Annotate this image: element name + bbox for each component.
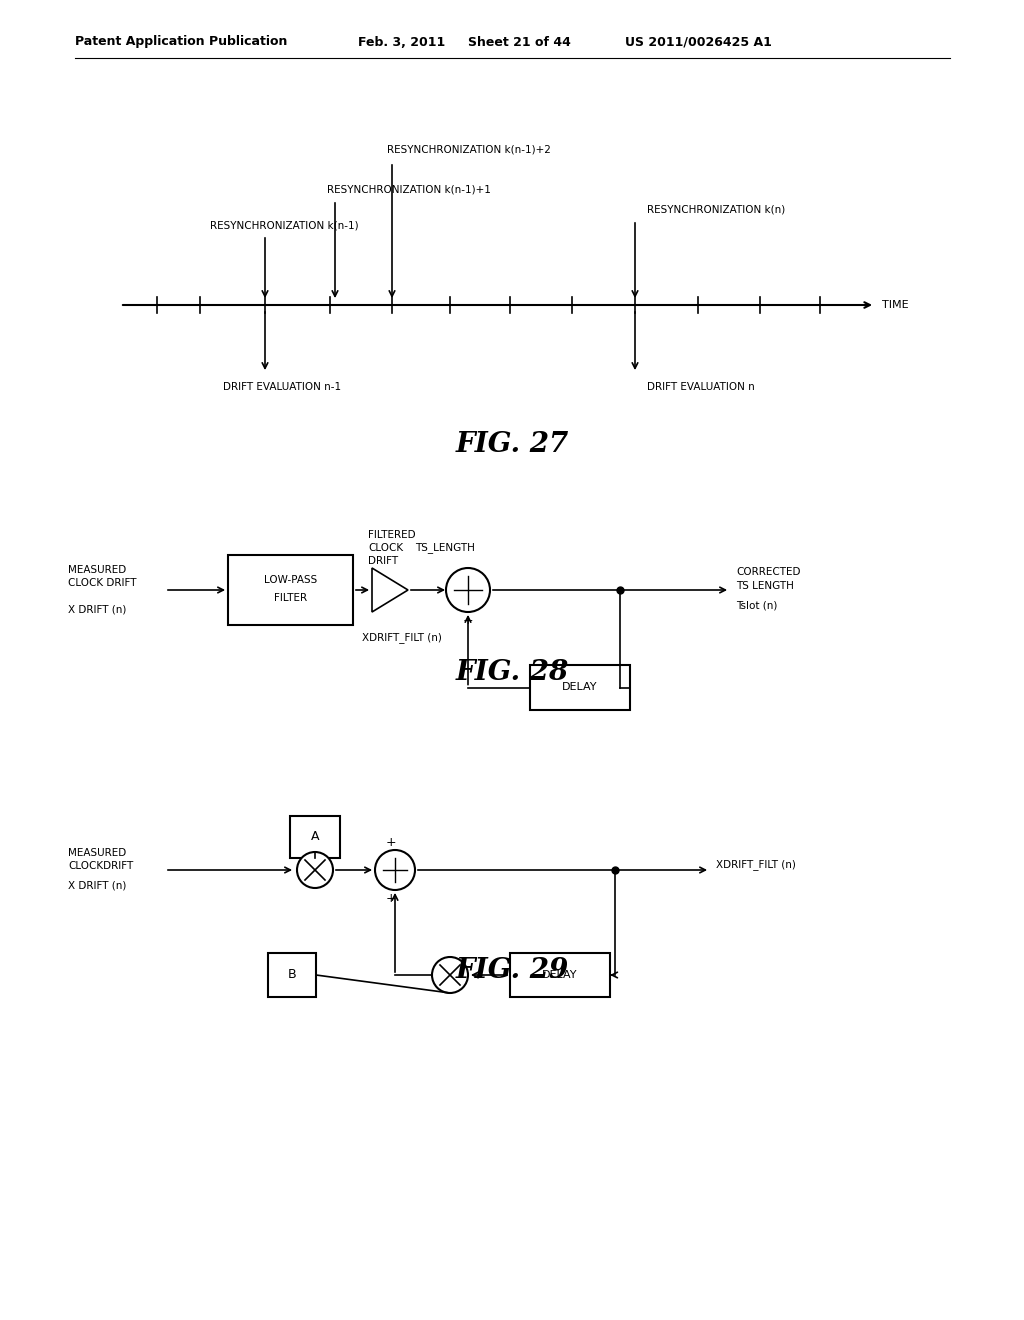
Text: DRIFT: DRIFT — [368, 556, 398, 566]
Text: X DRIFT (n): X DRIFT (n) — [68, 880, 126, 890]
Bar — [228, 554, 353, 624]
Text: DRIFT EVALUATION n-1: DRIFT EVALUATION n-1 — [223, 381, 341, 392]
Text: FIG. 28: FIG. 28 — [456, 659, 568, 685]
Text: B: B — [288, 969, 296, 982]
Circle shape — [432, 957, 468, 993]
Circle shape — [446, 568, 490, 612]
Text: RESYNCHRONIZATION k(n-1)+1: RESYNCHRONIZATION k(n-1)+1 — [327, 183, 490, 194]
Text: DELAY: DELAY — [543, 970, 578, 979]
Text: MEASURED: MEASURED — [68, 565, 126, 576]
Text: +: + — [463, 614, 474, 627]
Text: LOW-PASS: LOW-PASS — [264, 576, 317, 585]
Text: FIG. 29: FIG. 29 — [456, 957, 568, 983]
Text: Feb. 3, 2011: Feb. 3, 2011 — [358, 36, 445, 49]
Text: +: + — [386, 836, 396, 849]
Bar — [510, 953, 610, 997]
Text: Patent Application Publication: Patent Application Publication — [75, 36, 288, 49]
Text: FILTER: FILTER — [274, 593, 307, 603]
Text: RESYNCHRONIZATION k(n-1): RESYNCHRONIZATION k(n-1) — [210, 220, 358, 230]
Circle shape — [297, 851, 333, 888]
Text: XDRIFT_FILT (n): XDRIFT_FILT (n) — [716, 859, 796, 870]
Text: DELAY: DELAY — [562, 682, 598, 693]
Text: A: A — [310, 830, 319, 843]
Polygon shape — [372, 568, 408, 612]
Text: FILTERED: FILTERED — [368, 531, 416, 540]
Text: XDRIFT_FILT (n): XDRIFT_FILT (n) — [362, 632, 442, 643]
Circle shape — [375, 850, 415, 890]
Text: US 2011/0026425 A1: US 2011/0026425 A1 — [625, 36, 772, 49]
Bar — [268, 953, 316, 997]
Text: CORRECTED: CORRECTED — [736, 568, 801, 577]
Text: TS LENGTH: TS LENGTH — [736, 581, 794, 591]
Text: CLOCKDRIFT: CLOCKDRIFT — [68, 861, 133, 871]
Text: TIME: TIME — [882, 300, 908, 310]
Text: +: + — [386, 891, 396, 904]
Text: TS_LENGTH: TS_LENGTH — [415, 543, 475, 553]
Text: MEASURED: MEASURED — [68, 847, 126, 858]
Text: Tslot (n): Tslot (n) — [736, 601, 777, 610]
Text: CLOCK: CLOCK — [368, 543, 403, 553]
Text: FIG. 27: FIG. 27 — [456, 430, 568, 458]
Text: DRIFT EVALUATION n: DRIFT EVALUATION n — [647, 381, 755, 392]
Text: Sheet 21 of 44: Sheet 21 of 44 — [468, 36, 570, 49]
Text: RESYNCHRONIZATION k(n): RESYNCHRONIZATION k(n) — [647, 205, 785, 214]
Text: CLOCK DRIFT: CLOCK DRIFT — [68, 578, 136, 587]
Bar — [290, 816, 340, 858]
Bar — [530, 665, 630, 710]
Text: RESYNCHRONIZATION k(n-1)+2: RESYNCHRONIZATION k(n-1)+2 — [387, 145, 551, 154]
Text: X DRIFT (n): X DRIFT (n) — [68, 605, 126, 615]
